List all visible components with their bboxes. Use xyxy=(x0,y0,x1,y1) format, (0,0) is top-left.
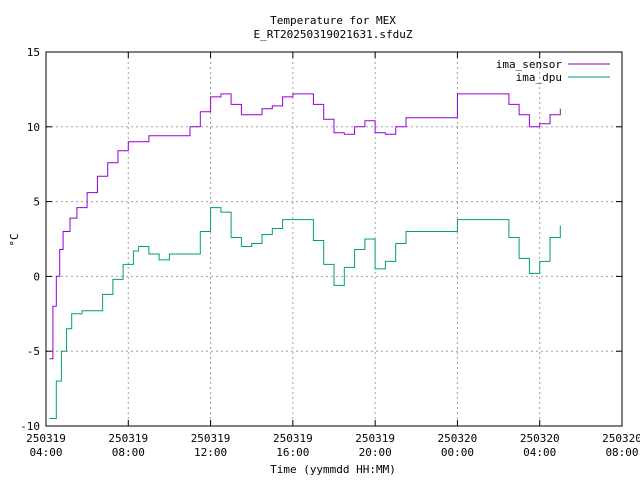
y-tick-label: -5 xyxy=(27,345,40,358)
y-tick-label: 5 xyxy=(33,196,40,209)
x-axis-label: Time (yymmdd HH:MM) xyxy=(270,463,396,476)
x-tick-label-date: 250319 xyxy=(191,432,231,445)
x-tick-label-date: 250319 xyxy=(108,432,148,445)
grid xyxy=(46,52,622,426)
x-tick-label-time: 08:00 xyxy=(112,446,145,459)
series-line-ima_sensor xyxy=(49,93,561,360)
x-tick-label-time: 20:00 xyxy=(359,446,392,459)
x-tick-label-date: 250320 xyxy=(438,432,478,445)
legend-label: ima_sensor xyxy=(496,58,563,71)
series-line-ima_dpu xyxy=(49,207,561,419)
axes: -10-505101525031904:0025031908:002503191… xyxy=(20,46,640,459)
x-tick-label-time: 16:00 xyxy=(276,446,309,459)
x-tick-label-time: 04:00 xyxy=(523,446,556,459)
x-tick-label-date: 250319 xyxy=(26,432,66,445)
y-tick-label: -10 xyxy=(20,420,40,433)
plot-border xyxy=(45,51,623,427)
x-tick-label-time: 08:00 xyxy=(605,446,638,459)
x-tick-label-time: 12:00 xyxy=(194,446,227,459)
y-axis-label: °C xyxy=(8,233,21,246)
x-tick-label-date: 250320 xyxy=(520,432,560,445)
chart-subtitle: E_RT20250319021631.sfduZ xyxy=(254,28,413,41)
y-tick-label: 15 xyxy=(27,46,40,59)
series-lines xyxy=(49,93,561,419)
x-tick-label-date: 250320 xyxy=(602,432,640,445)
y-tick-label: 0 xyxy=(33,270,40,283)
chart-title: Temperature for MEX xyxy=(270,14,396,27)
legend-label: ima_dpu xyxy=(516,71,562,84)
x-tick-label-time: 00:00 xyxy=(441,446,474,459)
x-tick-label-date: 250319 xyxy=(273,432,313,445)
x-tick-label-time: 04:00 xyxy=(29,446,62,459)
y-tick-label: 10 xyxy=(27,121,40,134)
x-tick-label-date: 250319 xyxy=(355,432,395,445)
